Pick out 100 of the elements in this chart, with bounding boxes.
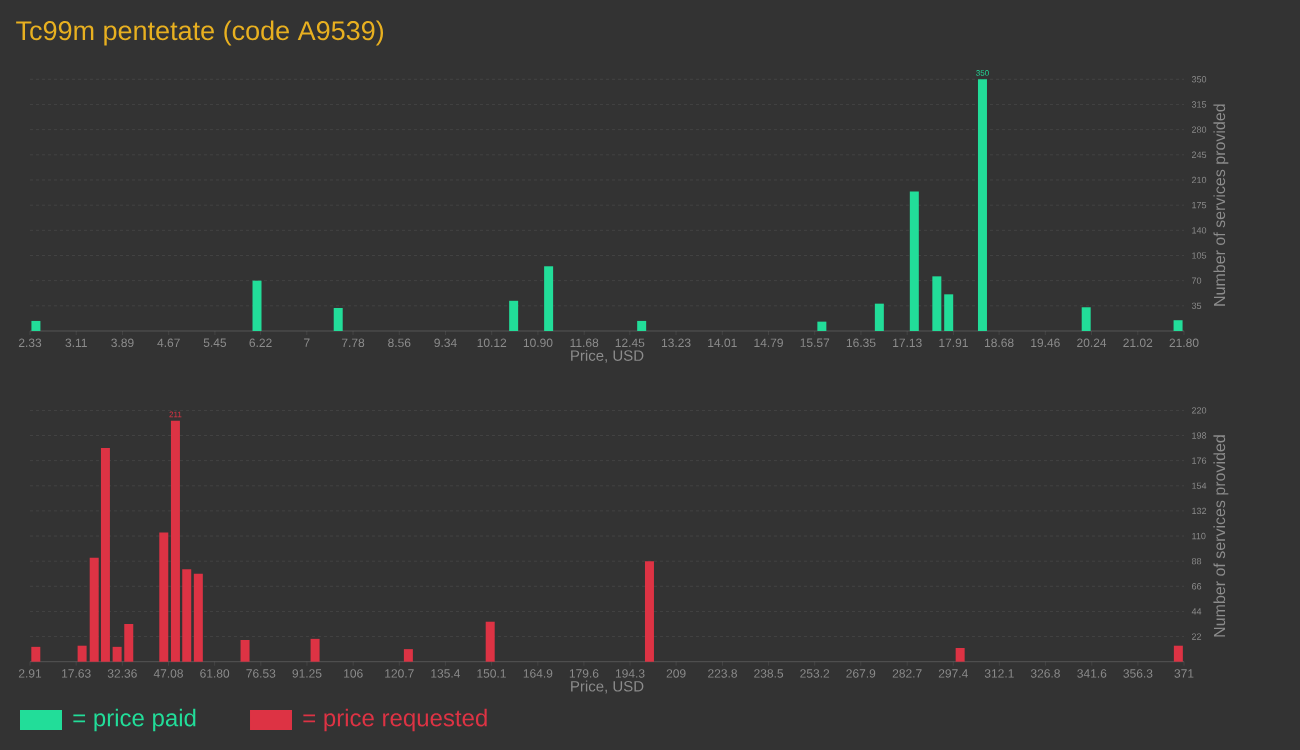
x-tick-label: 7 xyxy=(304,338,310,347)
bar xyxy=(485,621,495,662)
x-tick-label: 135.4 xyxy=(431,669,461,678)
x-tick-label: 10.12 xyxy=(477,338,507,348)
x-tick-label: 17.91 xyxy=(939,338,968,348)
x-tick-label: 194.3 xyxy=(615,669,645,678)
x-tick-label: 209 xyxy=(666,669,686,678)
x-tick-label: 371 xyxy=(1174,669,1194,678)
x-tick-label: 164.9 xyxy=(523,669,553,678)
x-tick-label: 8.56 xyxy=(388,338,411,348)
x-tick-label: 150.1 xyxy=(477,669,506,678)
x-tick-label: 16.35 xyxy=(846,338,876,348)
x-tick-label: 9.34 xyxy=(434,338,457,348)
y-tick-label: 66 xyxy=(1191,583,1202,590)
bar xyxy=(977,79,987,331)
x-tick-label: 11.68 xyxy=(570,338,599,348)
bar xyxy=(240,639,250,662)
x-tick-label: 14.79 xyxy=(754,338,783,348)
y-tick-label: 198 xyxy=(1192,432,1207,439)
x-tick-label: 2.91 xyxy=(18,669,42,678)
y-tick-label: 105 xyxy=(1192,252,1207,259)
x-tick-label: 106 xyxy=(344,669,363,678)
x-tick-label: 10.90 xyxy=(523,338,553,348)
x-tick-label: 3.11 xyxy=(65,338,87,348)
y-tick-label: 140 xyxy=(1192,227,1207,234)
bar xyxy=(874,303,884,331)
bar xyxy=(1173,320,1183,331)
y-tick-label: 88 xyxy=(1191,557,1202,565)
bar xyxy=(112,646,122,662)
y-tick-label: 132 xyxy=(1192,507,1207,515)
bar xyxy=(31,646,41,662)
y-tick-label: 350 xyxy=(1191,76,1207,83)
x-tick-label: 297.4 xyxy=(938,669,968,678)
y-tick-label: 176 xyxy=(1192,457,1207,464)
x-tick-label: 5.45 xyxy=(203,338,227,347)
x-tick-label: 312.1 xyxy=(984,669,1014,678)
bar xyxy=(1173,645,1183,662)
x-tick-label: 15.57 xyxy=(800,338,830,347)
bar xyxy=(944,294,954,331)
bar xyxy=(100,448,110,662)
bar xyxy=(955,647,965,662)
chart-title: Tc99m pentetate (code A9539) xyxy=(16,20,384,46)
x-tick-label: 238.5 xyxy=(754,669,784,678)
x-tick-label: 20.24 xyxy=(1077,338,1107,348)
bar xyxy=(333,307,343,331)
y-axis-title: Number of services provided xyxy=(1213,435,1229,637)
x-tick-label: 282.7 xyxy=(892,669,922,678)
x-tick-label: 17.13 xyxy=(893,338,922,348)
legend-label: = price requested xyxy=(303,708,487,732)
bar xyxy=(124,624,134,662)
bar xyxy=(252,280,262,331)
bar xyxy=(509,300,519,331)
y-tick-label: 22 xyxy=(1191,633,1202,640)
y-tick-label: 280 xyxy=(1191,126,1207,133)
bar xyxy=(159,532,169,662)
bar xyxy=(170,420,180,662)
y-tick-label: 220 xyxy=(1191,407,1207,414)
y-tick-label: 315 xyxy=(1191,101,1207,108)
data-label: 211 xyxy=(169,411,182,418)
x-tick-label: 341.6 xyxy=(1077,669,1107,678)
bar xyxy=(182,569,192,662)
y-tick-label: 44 xyxy=(1191,608,1202,615)
x-tick-label: 6.22 xyxy=(249,338,272,348)
x-tick-label: 253.2 xyxy=(800,669,830,678)
x-tick-label: 91.25 xyxy=(292,669,322,678)
y-tick-label: 245 xyxy=(1191,151,1207,158)
y-tick-label: 175 xyxy=(1192,202,1207,209)
bar xyxy=(310,638,320,662)
x-tick-label: 19.46 xyxy=(1031,338,1060,348)
x-axis-title: Price, USD xyxy=(571,680,644,694)
x-tick-label: 267.9 xyxy=(846,669,876,678)
bar xyxy=(1081,307,1091,331)
x-tick-label: 18.68 xyxy=(984,338,1014,348)
x-tick-label: 13.23 xyxy=(661,338,691,348)
x-tick-label: 47.08 xyxy=(153,669,183,678)
x-axis-title: Price, USD xyxy=(571,349,644,363)
y-tick-label: 70 xyxy=(1191,277,1202,284)
x-tick-label: 356.3 xyxy=(1123,669,1153,678)
y-tick-label: 110 xyxy=(1192,532,1206,540)
x-tick-label: 14.01 xyxy=(708,338,737,348)
y-tick-label: 154 xyxy=(1192,482,1207,489)
bar xyxy=(637,320,647,331)
bar xyxy=(77,645,87,662)
x-tick-label: 4.67 xyxy=(157,338,180,348)
x-tick-label: 7.78 xyxy=(341,338,365,348)
y-tick-label: 35 xyxy=(1191,302,1202,310)
data-label: 350 xyxy=(976,70,989,76)
legend-label: = price paid xyxy=(73,708,196,732)
x-tick-label: 3.89 xyxy=(111,338,134,348)
bar xyxy=(89,557,99,662)
y-tick-label: 210 xyxy=(1191,176,1207,184)
x-tick-label: 32.36 xyxy=(107,669,137,678)
bar xyxy=(909,191,919,331)
bar xyxy=(544,266,554,331)
x-tick-label: 61.80 xyxy=(200,669,230,678)
x-tick-label: 76.53 xyxy=(246,669,276,678)
x-tick-label: 223.8 xyxy=(708,669,737,678)
x-tick-label: 12.45 xyxy=(615,338,645,348)
x-tick-label: 2.33 xyxy=(18,338,42,348)
bar xyxy=(403,649,413,662)
